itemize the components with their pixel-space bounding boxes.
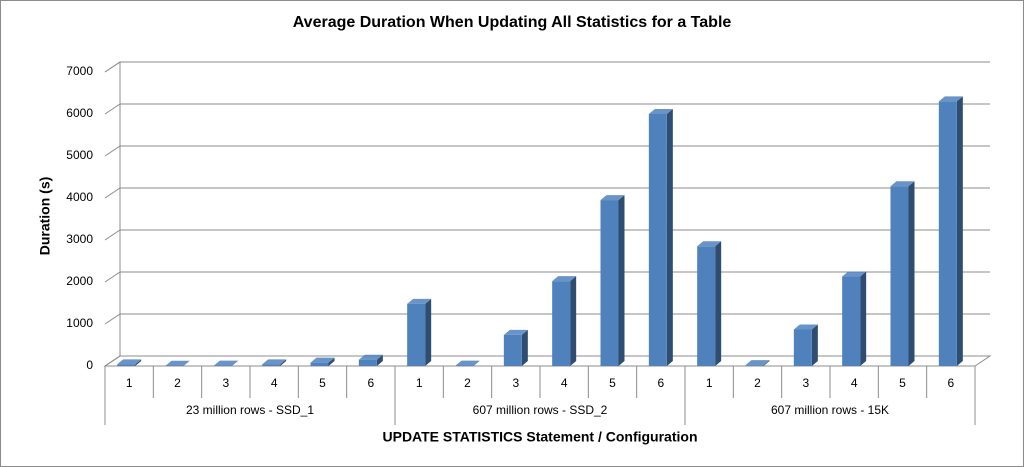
bar (890, 186, 909, 366)
group-label: 607 million rows - 15K (771, 403, 889, 417)
x-tick-label: 4 (851, 376, 858, 390)
bar-top (745, 360, 770, 366)
x-tick-label: 1 (416, 376, 423, 390)
bar (842, 276, 861, 366)
bar (407, 303, 426, 366)
bar (600, 200, 619, 366)
y-tick-label: 3000 (66, 232, 93, 246)
x-tick-label: 5 (319, 376, 326, 390)
bar (503, 334, 522, 366)
y-axis-title: Duration (s) (37, 177, 53, 256)
bar (552, 281, 571, 366)
x-tick-label: 2 (174, 376, 181, 390)
bar-top (938, 96, 963, 102)
bar-side (183, 360, 190, 366)
y-tick-label: 0 (86, 358, 93, 372)
bar (793, 329, 812, 366)
grid-line (104, 61, 990, 73)
bar-side (618, 195, 625, 366)
bar-side (473, 360, 480, 366)
bar (358, 359, 377, 366)
x-tick-label: 2 (754, 376, 761, 390)
grid-line (104, 145, 990, 157)
x-tick-label: 3 (222, 376, 229, 390)
bar-side (763, 360, 770, 366)
bar-side (280, 359, 287, 366)
x-tick-label: 3 (802, 376, 809, 390)
bar-side (811, 324, 818, 366)
grid-line (104, 187, 990, 199)
x-tick-label: 5 (609, 376, 616, 390)
x-tick-label: 2 (464, 376, 471, 390)
x-tick-label: 6 (657, 376, 664, 390)
bar-side (521, 329, 528, 366)
bar-top (890, 181, 915, 187)
bar-top (503, 329, 528, 335)
x-tick-label: 3 (512, 376, 519, 390)
bar (310, 362, 329, 366)
bar (745, 365, 764, 366)
bar-side (570, 276, 577, 366)
bar (117, 364, 136, 366)
x-axis-title: UPDATE STATISTICS Statement / Configurat… (383, 429, 698, 445)
bar-side (666, 109, 673, 366)
bar (262, 364, 281, 366)
bar-top (455, 360, 480, 366)
x-tick-label: 6 (367, 376, 374, 390)
y-tick-label: 2000 (66, 274, 93, 288)
bar-side (231, 360, 238, 366)
group-label: 23 million rows - SSD_1 (186, 403, 314, 417)
bar-top (358, 354, 383, 360)
bar (648, 114, 667, 366)
bar-top (213, 360, 238, 366)
bar-side (715, 241, 722, 366)
bar-side (328, 357, 335, 366)
y-tick-label: 7000 (66, 64, 93, 78)
bar-side (956, 96, 963, 367)
bar-side (860, 271, 867, 366)
chart-title: Average Duration When Updating All Stati… (293, 14, 732, 31)
bar-side (908, 181, 915, 366)
x-tick-label: 4 (271, 376, 278, 390)
y-tick-label: 4000 (66, 190, 93, 204)
grid-line (104, 229, 990, 241)
bar-top (697, 241, 722, 247)
y-tick-label: 6000 (66, 106, 93, 120)
group-label: 607 million rows - SSD_2 (473, 403, 608, 417)
bar (697, 246, 716, 366)
bar-side (425, 298, 432, 366)
x-tick-label: 5 (899, 376, 906, 390)
grid-line (104, 103, 990, 115)
bar-top (552, 276, 577, 282)
bar-side (376, 354, 383, 366)
x-tick-label: 4 (561, 376, 568, 390)
bar-top (165, 360, 190, 366)
bar (938, 101, 957, 367)
bar-top (600, 195, 625, 201)
bar-top (648, 109, 673, 114)
bar-top (262, 359, 287, 365)
y-tick-label: 5000 (66, 148, 93, 162)
bar-side (135, 359, 142, 366)
bar-top (842, 271, 867, 277)
bar-top (117, 359, 142, 365)
x-tick-label: 6 (947, 376, 954, 390)
y-tick-label: 1000 (66, 316, 93, 330)
bar-top (407, 298, 432, 304)
bar-top (310, 357, 335, 363)
x-tick-label: 1 (706, 376, 713, 390)
bar-top (793, 324, 818, 330)
x-tick-label: 1 (126, 376, 133, 390)
